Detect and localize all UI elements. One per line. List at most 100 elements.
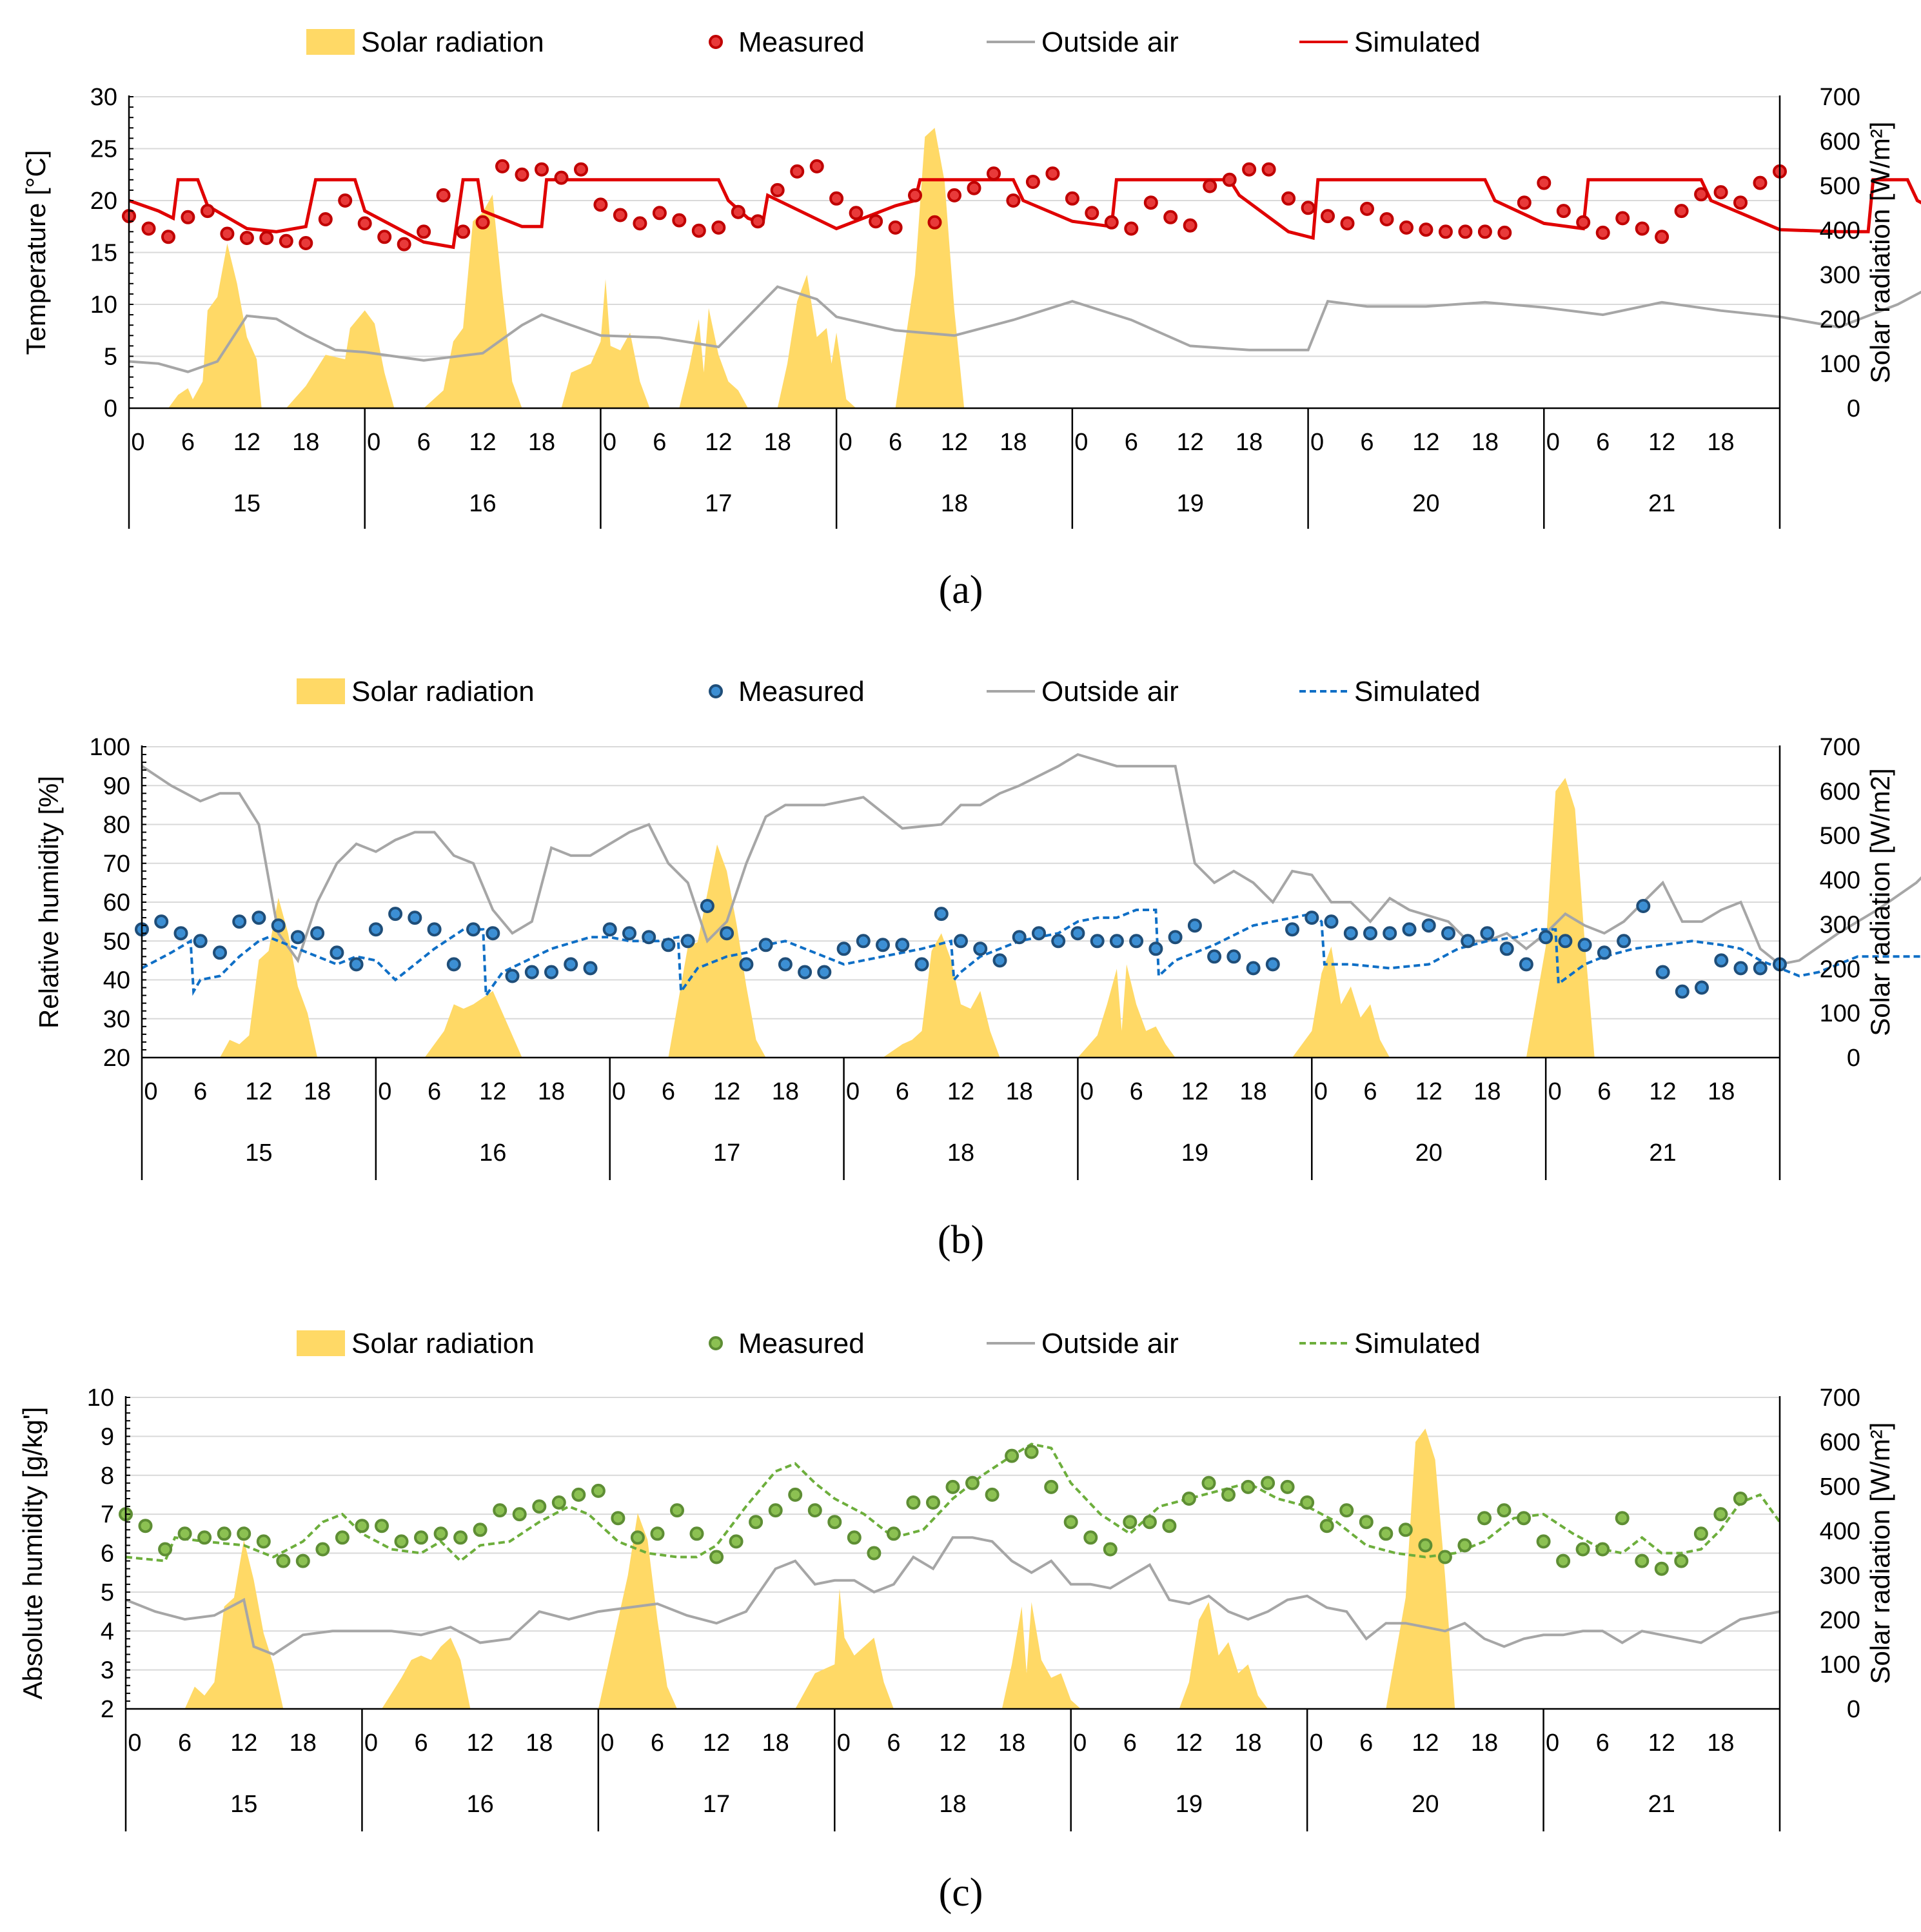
measured-point <box>583 961 598 976</box>
measured-point <box>173 926 188 941</box>
legend-simulated-label: Simulated <box>1354 26 1481 58</box>
measured-point <box>1024 1444 1039 1459</box>
measured-point <box>1065 191 1079 206</box>
measured-point <box>914 957 929 972</box>
hour-tick-label: 6 <box>417 429 431 456</box>
y-right-tick-label: 600 <box>1820 778 1860 805</box>
measured-point <box>1222 172 1237 187</box>
y-tick-label: 4 <box>101 1618 114 1645</box>
measured-point <box>867 1546 882 1561</box>
measured-point <box>1421 918 1436 933</box>
measured-point <box>1241 1479 1256 1494</box>
y-right-axis-title: Solar radiation [W/m²] <box>1865 121 1895 383</box>
hour-tick-label: 6 <box>1596 429 1610 456</box>
legend-solar-label: Solar radiation <box>361 26 544 58</box>
hour-tick-label: 6 <box>1360 429 1374 456</box>
hour-tick-label: 12 <box>1181 1078 1208 1105</box>
legend-solar-swatch <box>297 678 345 704</box>
y-right-tick-label: 200 <box>1820 306 1860 333</box>
y-tick-label: 15 <box>90 240 117 267</box>
legend-outside-label: Outside air <box>1041 26 1179 58</box>
y-tick-label: 80 <box>103 812 130 839</box>
y-right-tick-label: 400 <box>1820 1518 1860 1545</box>
hour-tick-label: 0 <box>1310 429 1324 456</box>
y-axis-title: Temperature [°C] <box>21 150 51 355</box>
measured-point <box>1301 201 1315 215</box>
hour-tick-label: 6 <box>1596 1730 1610 1757</box>
hour-tick-label: 18 <box>1234 1730 1261 1757</box>
measured-point <box>493 1503 507 1518</box>
measured-point <box>1477 224 1492 239</box>
y-right-tick-label: 300 <box>1820 262 1860 289</box>
hour-tick-label: 0 <box>1548 1078 1562 1105</box>
measured-point <box>1694 187 1709 202</box>
measured-point <box>1576 215 1591 230</box>
panel-caption: (a) <box>939 568 983 612</box>
measured-point <box>357 216 372 231</box>
measured-point <box>318 212 333 226</box>
measured-point <box>1753 961 1768 976</box>
day-label: 18 <box>941 490 968 517</box>
measured-point <box>642 930 656 945</box>
measured-point <box>1654 1561 1669 1576</box>
measured-point <box>1300 1495 1315 1510</box>
measured-point <box>1402 922 1417 937</box>
y-tick-label: 30 <box>103 1006 130 1033</box>
measured-point <box>1070 926 1085 941</box>
measured-point <box>408 911 422 925</box>
hour-tick-label: 0 <box>1080 1078 1094 1105</box>
measured-point <box>1187 918 1202 933</box>
hour-tick-label: 12 <box>230 1730 257 1757</box>
measured-point <box>1457 1538 1472 1553</box>
y-tick-label: 60 <box>103 889 130 916</box>
measured-point <box>213 945 227 960</box>
measured-point <box>1201 1475 1216 1490</box>
measured-point <box>1340 216 1355 231</box>
measured-point <box>1207 949 1222 964</box>
y-right-tick-label: 0 <box>1847 1045 1860 1072</box>
measured-point <box>1005 1448 1020 1463</box>
day-label: 16 <box>469 490 496 517</box>
measured-point <box>798 965 813 980</box>
measured-point <box>446 957 461 972</box>
measured-point <box>1168 930 1183 945</box>
y-tick-label: 50 <box>103 928 130 955</box>
measured-point <box>836 941 851 956</box>
day-label: 19 <box>1176 1791 1203 1818</box>
measured-point <box>310 926 325 941</box>
measured-point <box>158 1542 173 1557</box>
day-label: 16 <box>467 1791 494 1818</box>
measured-point <box>271 918 286 933</box>
measured-point <box>512 1507 527 1522</box>
measured-point <box>652 206 667 221</box>
hour-tick-label: 0 <box>1546 429 1560 456</box>
measured-point <box>1615 211 1630 226</box>
y-right-tick-label: 500 <box>1820 823 1860 850</box>
hour-tick-label: 6 <box>428 1078 441 1105</box>
measured-point <box>1437 1550 1452 1564</box>
measured-point <box>1577 938 1592 952</box>
measured-point <box>1183 218 1197 233</box>
measured-point <box>1477 1511 1492 1526</box>
measured-point <box>1085 206 1099 221</box>
day-label: 17 <box>713 1139 740 1167</box>
hour-tick-label: 6 <box>1597 1078 1611 1105</box>
measured-point <box>1104 215 1119 230</box>
measured-point <box>1713 1507 1728 1522</box>
hour-tick-label: 0 <box>600 1730 614 1757</box>
panel-caption: (c) <box>939 1871 983 1915</box>
measured-point <box>720 926 734 941</box>
simulated-line <box>128 178 1921 250</box>
measured-point <box>778 957 793 972</box>
measured-point <box>217 1526 232 1541</box>
hour-tick-label: 12 <box>467 1730 494 1757</box>
measured-point <box>1129 934 1144 949</box>
y-right-tick-label: 700 <box>1820 84 1860 111</box>
measured-point <box>1148 941 1163 956</box>
hour-tick-label: 18 <box>292 429 319 456</box>
measured-point <box>1497 225 1512 240</box>
panel-b: 2030405060708090100010020030040050060070… <box>34 676 1921 1262</box>
measured-point <box>807 1503 822 1518</box>
measured-point <box>622 926 636 941</box>
y-tick-label: 90 <box>103 773 130 800</box>
